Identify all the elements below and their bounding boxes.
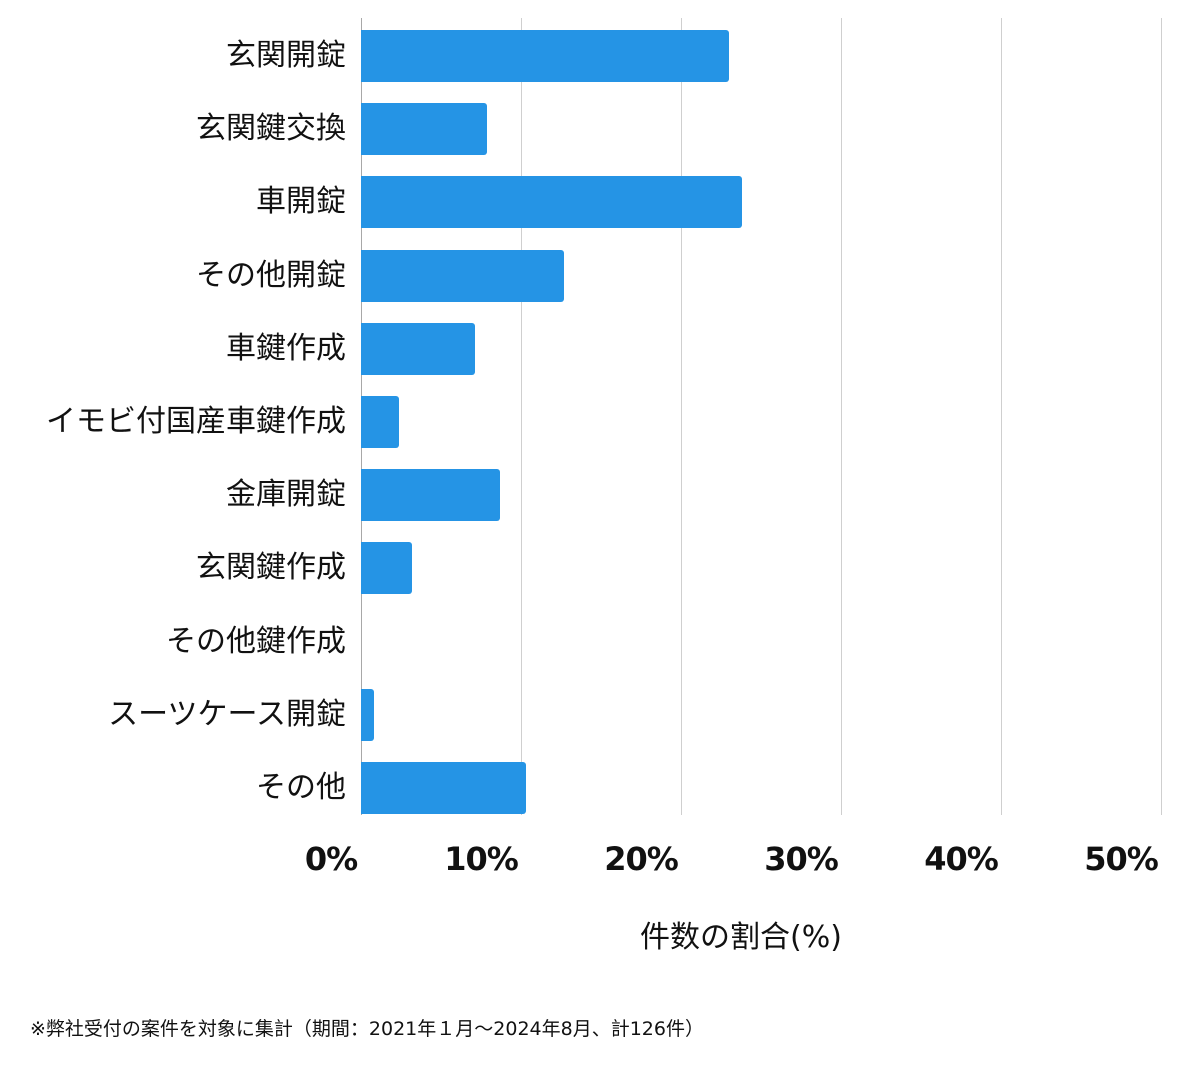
- bar: [361, 322, 475, 375]
- category-label: イモビ付国産車鍵作成: [46, 404, 346, 439]
- category-label: 車開錠: [256, 184, 346, 220]
- category-label: スーツケース開錠: [108, 696, 346, 732]
- gridline: [841, 18, 842, 815]
- bar: [361, 396, 400, 448]
- bar: [361, 469, 501, 522]
- bar: [361, 249, 565, 302]
- gridline: [1161, 18, 1162, 815]
- x-tick-label: 30%: [764, 840, 839, 878]
- footnote: ※弊社受付の案件を対象に集計（期間：2021年１月〜2024年8月、計126件）: [30, 1018, 704, 1040]
- x-tick-label: 20%: [604, 840, 679, 878]
- bar: [361, 688, 374, 741]
- category-label: その他開錠: [196, 257, 346, 293]
- category-label: 玄関開錠: [226, 38, 346, 73]
- x-tick-label: 0%: [304, 840, 358, 878]
- bar: [361, 30, 729, 82]
- category-label: 玄関鍵交換: [196, 111, 346, 147]
- bar: [361, 542, 413, 595]
- x-axis-label: 件数の割合(%): [640, 920, 842, 955]
- bar: [361, 103, 488, 156]
- gridline: [1001, 18, 1002, 815]
- gridline: [681, 18, 682, 815]
- category-label: 車鍵作成: [226, 330, 346, 366]
- plot-area: [361, 18, 1162, 815]
- x-tick-label: 10%: [444, 840, 519, 878]
- x-tick-label: 50%: [1084, 840, 1159, 878]
- bar: [361, 176, 742, 229]
- x-tick-label: 40%: [924, 840, 999, 878]
- category-label: 金庫開錠: [226, 477, 346, 513]
- category-label: 玄関鍵作成: [196, 550, 346, 586]
- category-label: その他: [256, 770, 346, 805]
- gridline: [521, 18, 522, 815]
- bar: [361, 762, 526, 814]
- category-label: その他鍵作成: [166, 623, 346, 659]
